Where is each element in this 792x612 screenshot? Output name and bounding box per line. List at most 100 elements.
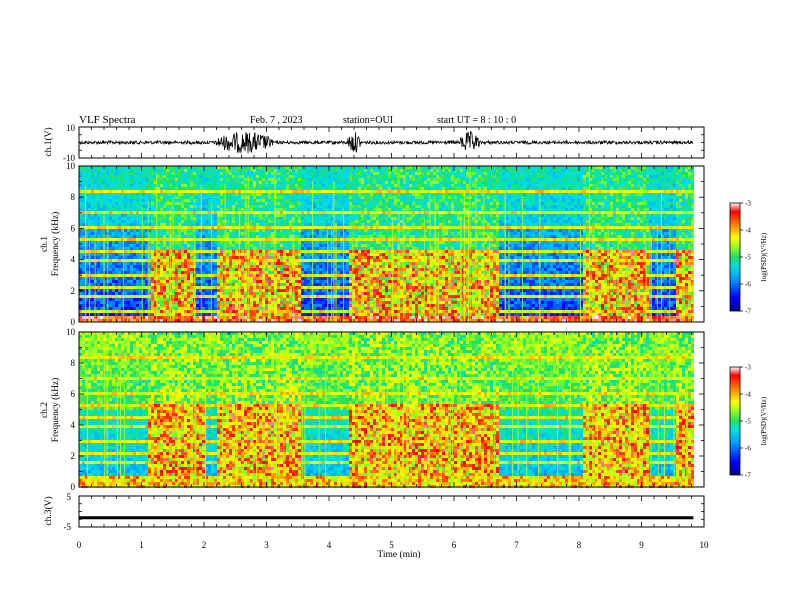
spec-cell <box>211 238 214 241</box>
spec-cell <box>349 277 352 280</box>
spec-cell <box>91 193 94 196</box>
spec-cell <box>208 280 211 283</box>
spec-cell <box>136 304 139 307</box>
spec-cell <box>97 310 100 313</box>
spec-cell <box>241 193 244 196</box>
spec-cell <box>148 202 151 205</box>
spec-cell <box>205 280 208 283</box>
spec-cell <box>226 277 229 280</box>
spec-cell <box>322 229 325 232</box>
spec-cell <box>253 280 256 283</box>
spec-cell <box>283 280 286 283</box>
spec-cell <box>187 247 190 250</box>
spec-cell <box>163 235 166 238</box>
spec-cell <box>355 280 358 283</box>
spec-cell <box>337 226 340 229</box>
spec-cell <box>184 256 187 259</box>
spec-cell <box>175 196 178 199</box>
spec-cell <box>148 187 151 190</box>
spec-cell <box>238 175 241 178</box>
spec-cell <box>199 166 202 169</box>
spec-cell <box>319 316 322 319</box>
spec-cell <box>184 181 187 184</box>
spec-cell <box>319 295 322 298</box>
spec-cell <box>223 232 226 235</box>
spec-cell <box>115 262 118 265</box>
spec-cell <box>250 232 253 235</box>
spec-cell <box>250 205 253 208</box>
spec-cell <box>112 190 115 193</box>
spec-cell <box>349 178 352 181</box>
spec-cell <box>142 298 145 301</box>
spec-cell <box>277 244 280 247</box>
spec-cell <box>208 313 211 316</box>
spec-cell <box>226 247 229 250</box>
spec-cell <box>295 250 298 253</box>
spec-cell <box>199 268 202 271</box>
spec-cell <box>154 262 157 265</box>
spec-cell <box>298 286 301 289</box>
spec-cell <box>139 304 142 307</box>
spec-cell <box>163 187 166 190</box>
spec-cell <box>154 301 157 304</box>
spec-cell <box>229 187 232 190</box>
spec-cell <box>286 292 289 295</box>
spec-cell <box>241 202 244 205</box>
spec-cell <box>253 202 256 205</box>
spec-cell <box>196 307 199 310</box>
spec-cell <box>205 181 208 184</box>
spec-cell <box>328 304 331 307</box>
spec-cell <box>325 238 328 241</box>
spec-cell <box>223 295 226 298</box>
spec-cell <box>223 298 226 301</box>
spec-cell <box>217 223 220 226</box>
spec-cell <box>130 190 133 193</box>
spec-cell <box>166 292 169 295</box>
spec-cell <box>178 232 181 235</box>
spec-cell <box>259 256 262 259</box>
spec-cell <box>85 202 88 205</box>
spec-cell <box>85 223 88 226</box>
spec-cell <box>319 313 322 316</box>
spec-cell <box>211 307 214 310</box>
spec-cell <box>148 193 151 196</box>
spec-cell <box>181 244 184 247</box>
spec-cell <box>208 304 211 307</box>
spec-cell <box>232 199 235 202</box>
spec-cell <box>343 190 346 193</box>
spec-cell <box>340 268 343 271</box>
spec-cell <box>130 208 133 211</box>
spec-cell <box>217 208 220 211</box>
spec-cell <box>283 235 286 238</box>
spec-cell <box>136 166 139 169</box>
spec-cell <box>115 265 118 268</box>
spec-cell <box>118 220 121 223</box>
spec-cell <box>355 232 358 235</box>
spec-cell <box>199 214 202 217</box>
spec-cell <box>163 181 166 184</box>
spec-cell <box>280 202 283 205</box>
spec-cell <box>226 169 229 172</box>
spec-cell <box>316 196 319 199</box>
spec-cell <box>256 307 259 310</box>
spec-cell <box>166 268 169 271</box>
spec-cell <box>211 259 214 262</box>
spec-cell <box>139 223 142 226</box>
spec-cell <box>340 286 343 289</box>
spec-cell <box>250 301 253 304</box>
spec-cell <box>214 265 217 268</box>
spec-cell <box>181 178 184 181</box>
spec-cell <box>337 253 340 256</box>
spec-cell <box>154 247 157 250</box>
spec-cell <box>187 220 190 223</box>
spec-cell <box>322 211 325 214</box>
spec-cell <box>127 241 130 244</box>
spec-cell <box>112 253 115 256</box>
spec-cell <box>322 295 325 298</box>
spec-cell <box>346 253 349 256</box>
spec-cell <box>178 262 181 265</box>
ch1-waveform-panel: 10 -10 ch.1(V) <box>43 123 705 163</box>
spec-cell <box>97 268 100 271</box>
spec-cell <box>175 286 178 289</box>
spec-cell <box>187 181 190 184</box>
